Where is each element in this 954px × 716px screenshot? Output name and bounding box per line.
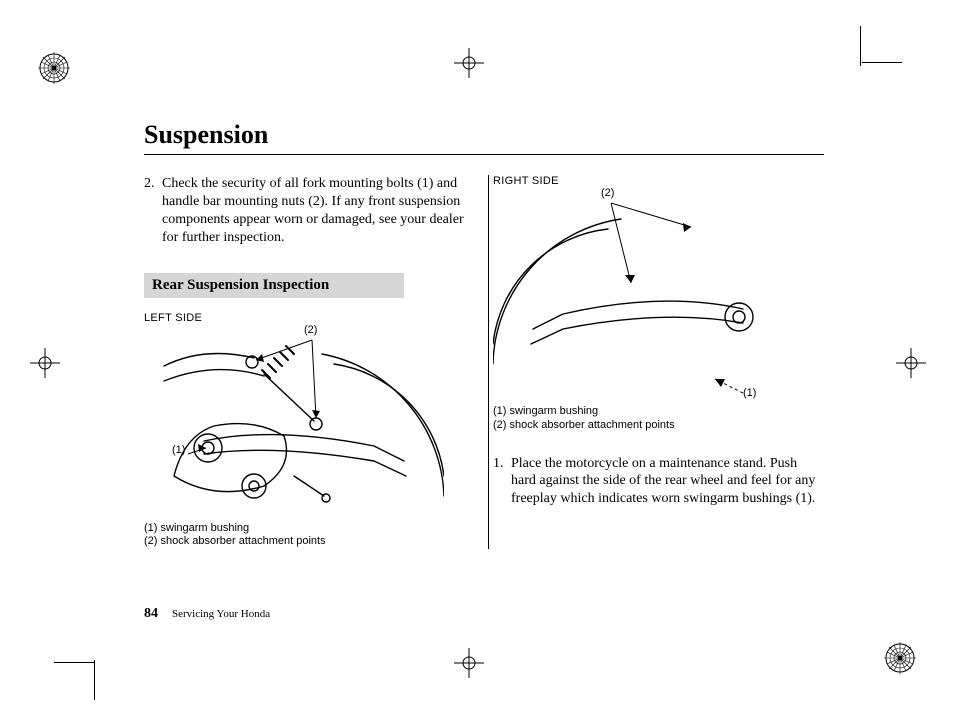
crop-mark-icon [862,62,902,63]
subheading-box: Rear Suspension Inspection [144,273,404,298]
step-text: Place the motorcycle on a maintenance st… [511,455,823,509]
crop-mark-icon [54,662,94,663]
ref-number: 1 [422,175,429,193]
legend-line: (1) swingarm bushing [493,405,823,419]
text: Place the motorcycle on a maintenance st… [511,456,815,507]
crop-mark-icon [860,26,861,66]
step-number: 2. [144,175,162,247]
left-step: 2. Check the security of all fork mounti… [144,175,474,247]
registration-mark-icon [882,640,918,676]
column-divider [488,175,489,549]
suspension-right-diagram-icon [493,189,793,399]
right-step: 1. Place the motorcycle on a maintenance… [493,455,823,509]
left-figure: (2) (1) [144,326,444,516]
legend-line: (2) shock absorber attachment points [144,535,474,549]
subheading: Rear Suspension Inspection [152,277,396,294]
step-text: Check the security of all fork mounting … [162,175,474,247]
footer-section: Servicing Your Honda [172,608,270,620]
right-column: RIGHT SIDE [493,175,823,549]
legend-line: (1) swingarm bushing [144,522,474,536]
text: ). [807,491,815,506]
crosshair-icon [454,648,484,678]
content-area: Suspension 2. Check the security of all … [144,120,824,549]
right-figure: (2) (1) [493,189,793,399]
crosshair-icon [896,348,926,378]
figure-label: RIGHT SIDE [493,175,823,187]
title-rule [144,154,824,155]
step-number: 1. [493,455,511,509]
ref-number: 2 [313,193,320,211]
callout-2: (2) [601,187,614,199]
left-column: 2. Check the security of all fork mounti… [144,175,474,549]
text: Check the security of all fork mounting … [162,176,422,191]
callout-2: (2) [304,324,317,336]
legend-line: (2) shock absorber attachment points [493,419,823,433]
crop-mark-icon [94,660,95,700]
left-legend: (1) swingarm bushing (2) shock absorber … [144,522,474,550]
crosshair-icon [30,348,60,378]
suspension-left-diagram-icon [144,326,444,516]
callout-1: (1) [743,387,756,399]
page: Suspension 2. Check the security of all … [0,0,954,716]
page-number: 84 [144,606,158,621]
columns: 2. Check the security of all fork mounti… [144,175,824,549]
crosshair-icon [454,48,484,78]
callout-1: (1) [172,444,185,456]
page-title: Suspension [144,120,824,150]
right-legend: (1) swingarm bushing (2) shock absorber … [493,405,823,433]
figure-label: LEFT SIDE [144,312,474,324]
registration-mark-icon [36,50,72,86]
footer: 84 Servicing Your Honda [144,604,270,622]
